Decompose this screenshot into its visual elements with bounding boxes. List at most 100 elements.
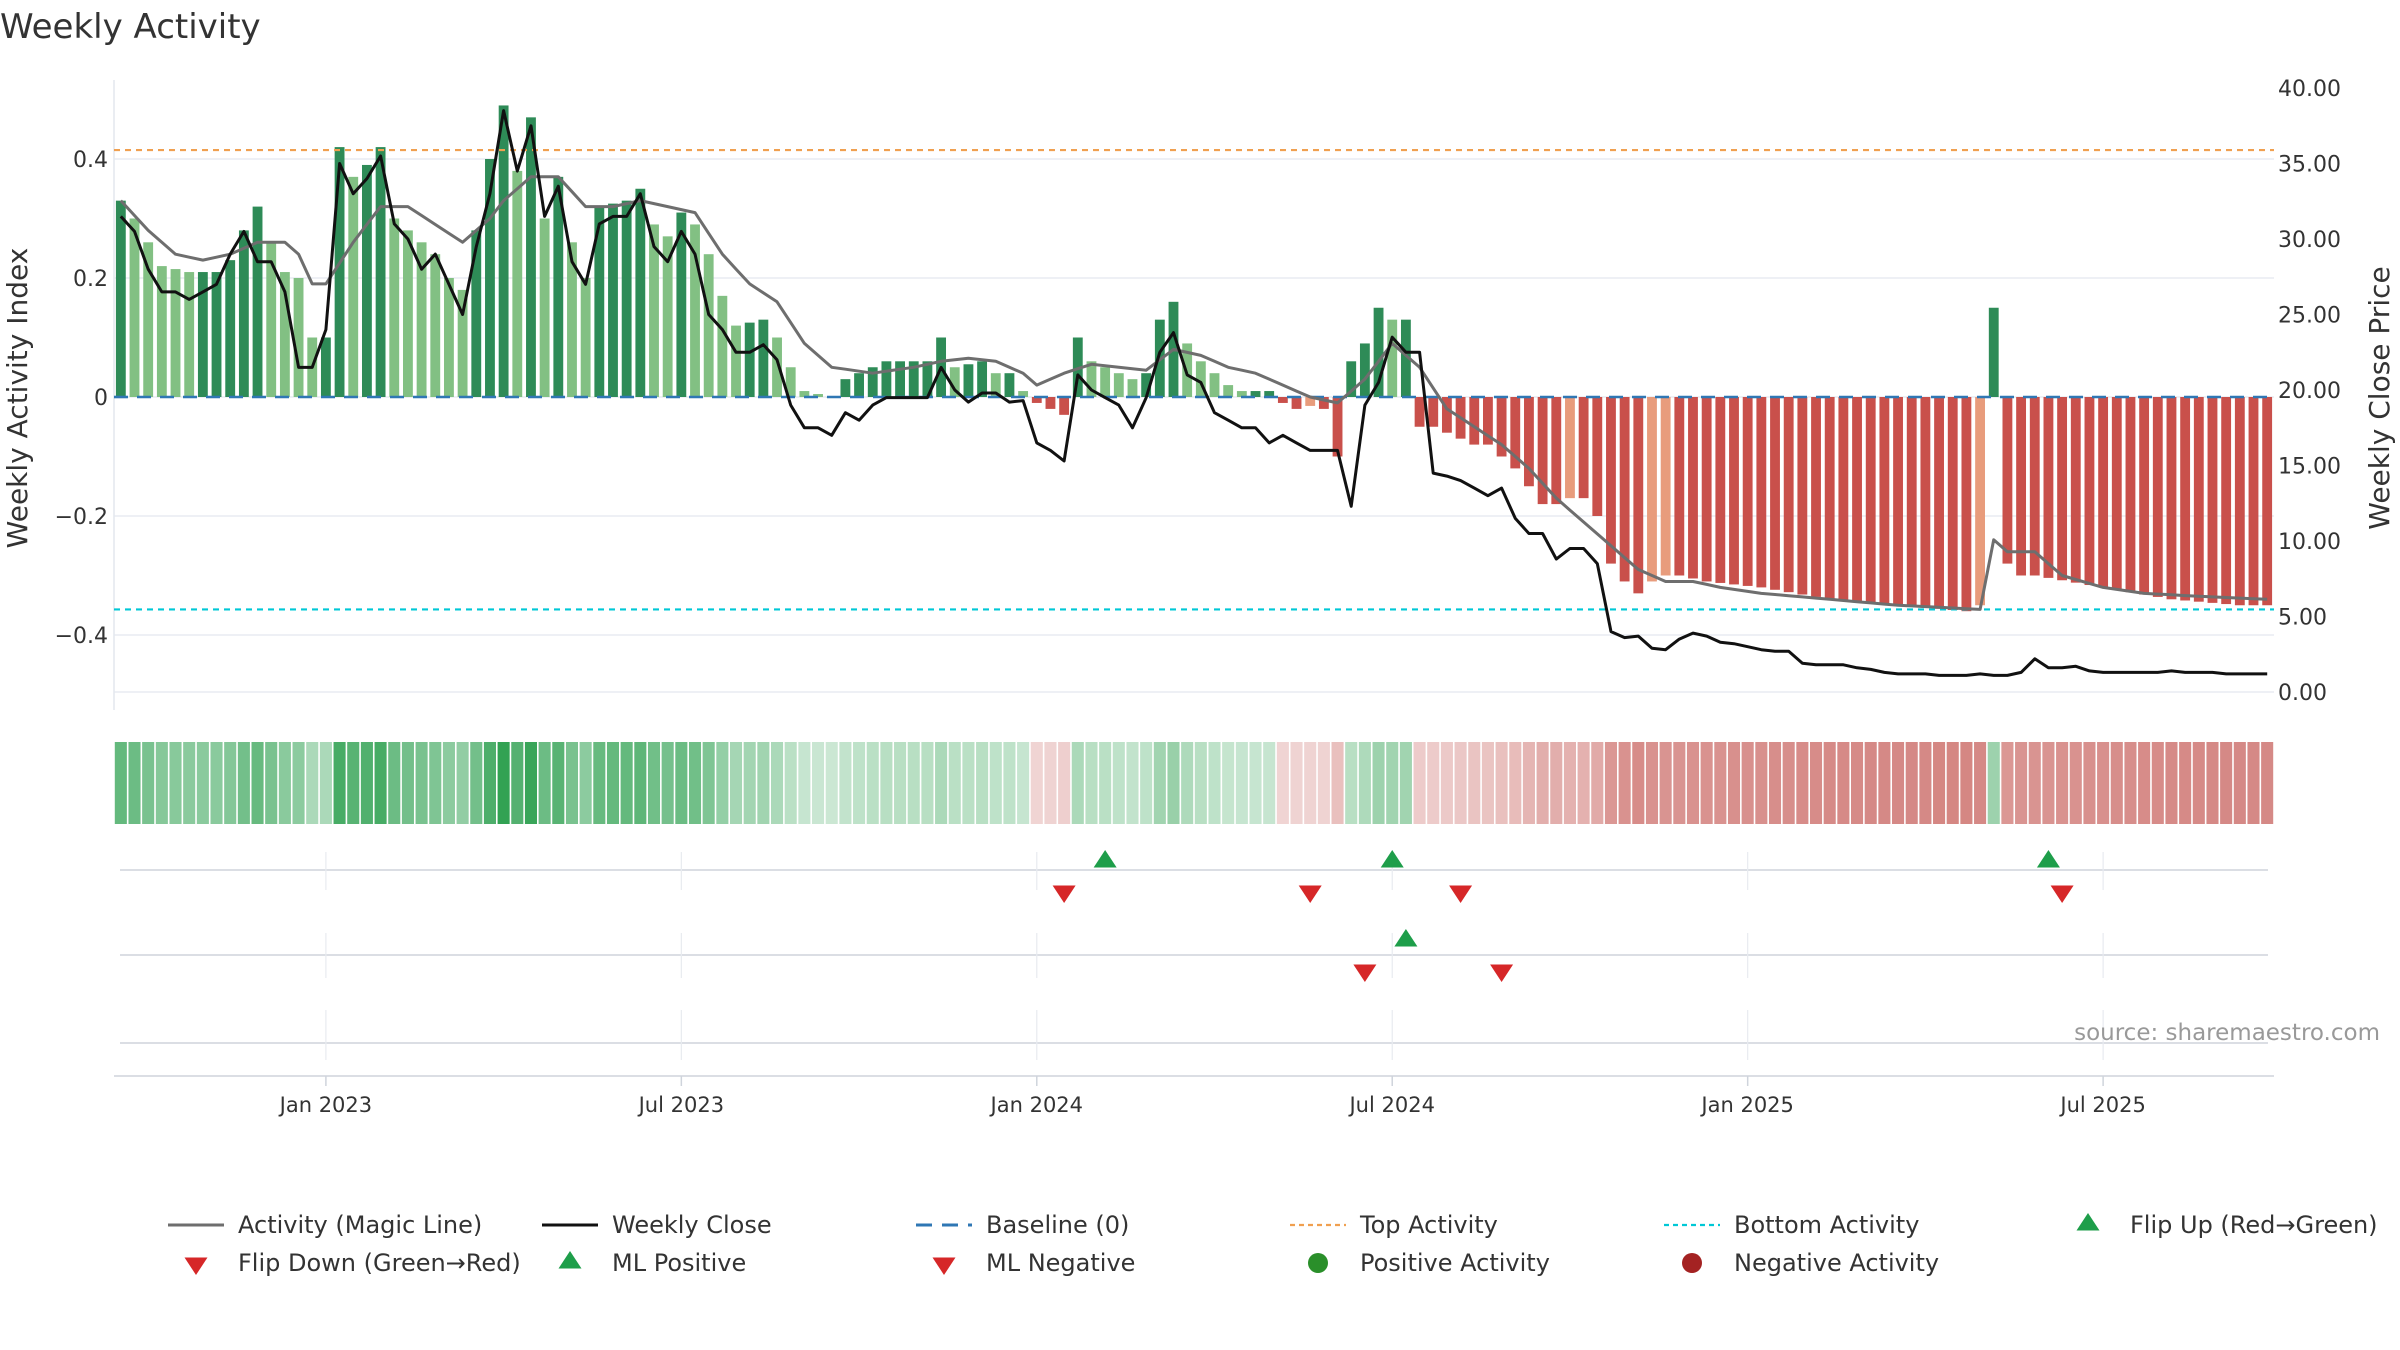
heat-cell: [1659, 742, 1672, 824]
activity-bar: [908, 361, 919, 397]
activity-bar: [266, 242, 277, 397]
activity-bar: [1510, 397, 1521, 469]
heat-cell: [2124, 742, 2137, 824]
left-y-tick-label: −0.2: [55, 505, 108, 530]
activity-bar: [1250, 391, 1261, 397]
activity-bar: [1414, 397, 1425, 427]
legend-label: ML Positive: [612, 1249, 746, 1277]
activity-bar: [690, 224, 700, 397]
heat-cell: [1427, 742, 1440, 824]
heat-cell: [1768, 742, 1782, 824]
activity-bar: [526, 117, 536, 397]
right-y-tick-label: 5.00: [2278, 606, 2327, 631]
heat-cell: [2220, 742, 2233, 824]
heat-cell: [771, 742, 784, 824]
activity-bar: [143, 242, 154, 397]
activity-bar: [129, 218, 140, 397]
heat-cell: [2001, 742, 2014, 824]
heat-cell: [1823, 742, 1836, 824]
heat-cell: [661, 742, 674, 824]
activity-bar: [1059, 397, 1070, 415]
legend-swatch: [184, 1257, 208, 1275]
activity-bar: [772, 337, 782, 397]
activity-bar: [444, 278, 454, 397]
heat-cell: [2261, 742, 2274, 824]
heat-cell: [1331, 742, 1344, 824]
legend-item-weekly-close: Weekly Close: [542, 1211, 772, 1239]
activity-bar: [608, 203, 618, 397]
activity-bar: [2016, 397, 2027, 576]
activity-bar: [1947, 397, 1958, 611]
heat-cell: [729, 742, 743, 824]
activity-bar: [211, 272, 222, 397]
activity-bar: [840, 379, 851, 397]
heat-cell: [1700, 742, 1713, 824]
activity-bar: [1838, 397, 1849, 601]
heat-cell: [251, 742, 264, 824]
activity-bar: [854, 373, 864, 397]
heat-cell: [688, 742, 702, 824]
activity-bar: [758, 319, 769, 397]
flip-up-marker: [1093, 850, 1117, 868]
heat-cell: [1714, 742, 1727, 824]
heat-cell: [1167, 742, 1180, 824]
activity-bar: [813, 394, 823, 397]
activity-bar: [2043, 397, 2054, 578]
x-tick-label: Jan 2024: [989, 1093, 1084, 1117]
activity-bar: [1277, 397, 1288, 403]
activity-bar: [1797, 397, 1808, 595]
heat-cell: [1974, 742, 1987, 824]
activity-bar: [977, 361, 988, 397]
heat-cell: [224, 742, 237, 824]
activity-bar: [1441, 397, 1452, 433]
activity-bar: [1824, 397, 1835, 600]
legend-item-ml-negative: ML Negative: [932, 1249, 1135, 1277]
legend-label: Baseline (0): [986, 1211, 1129, 1239]
activity-bar: [1086, 361, 1097, 397]
activity-bar: [676, 212, 687, 397]
heat-cell: [1837, 742, 1850, 824]
heat-cell: [866, 742, 879, 824]
heat-cell: [1468, 742, 1481, 824]
heat-cell: [1276, 742, 1289, 824]
activity-bar: [963, 364, 974, 397]
heat-cell: [1536, 742, 1549, 824]
activity-bar: [1578, 397, 1589, 499]
activity-bar: [1483, 397, 1493, 445]
legend-swatch: [2076, 1213, 2100, 1231]
heat-cell: [483, 742, 496, 824]
activity-bar: [580, 278, 591, 397]
activity-bar: [1004, 373, 1015, 397]
right-y-tick-label: 40.00: [2278, 77, 2341, 102]
activity-bar: [2139, 397, 2150, 595]
activity-bar: [744, 322, 755, 397]
activity-bar: [1537, 397, 1548, 505]
heat-cell: [511, 742, 524, 824]
activity-bar: [867, 367, 878, 397]
activity-bar: [2221, 397, 2232, 605]
legend: Activity (Magic Line) Weekly Close Baselin…: [168, 1211, 2378, 1277]
activity-bar: [1100, 367, 1111, 397]
heat-cell: [1181, 742, 1194, 824]
activity-bar: [2029, 397, 2040, 576]
activity-bar: [238, 230, 249, 397]
activity-bar: [1209, 373, 1220, 397]
heat-cell: [210, 742, 223, 824]
x-tick-label: Jan 2023: [278, 1093, 373, 1117]
activity-bar: [731, 325, 741, 397]
legend-item-top-activity: Top Activity: [1290, 1211, 1498, 1239]
series-lines: [119, 109, 2268, 677]
activity-bar: [799, 391, 810, 397]
activity-bar: [1606, 397, 1616, 564]
heat-cell: [497, 742, 510, 824]
heat-cell: [1372, 742, 1385, 824]
heat-cell: [976, 742, 989, 824]
activity-bar: [594, 206, 605, 397]
heat-cell: [935, 742, 948, 824]
ml-negative-marker: [1353, 964, 1377, 982]
activity-bar: [1428, 397, 1439, 427]
activity-bar: [389, 218, 400, 397]
activity-bar: [1469, 397, 1480, 445]
heat-cell: [2233, 742, 2246, 824]
heat-cell: [1892, 742, 1905, 824]
